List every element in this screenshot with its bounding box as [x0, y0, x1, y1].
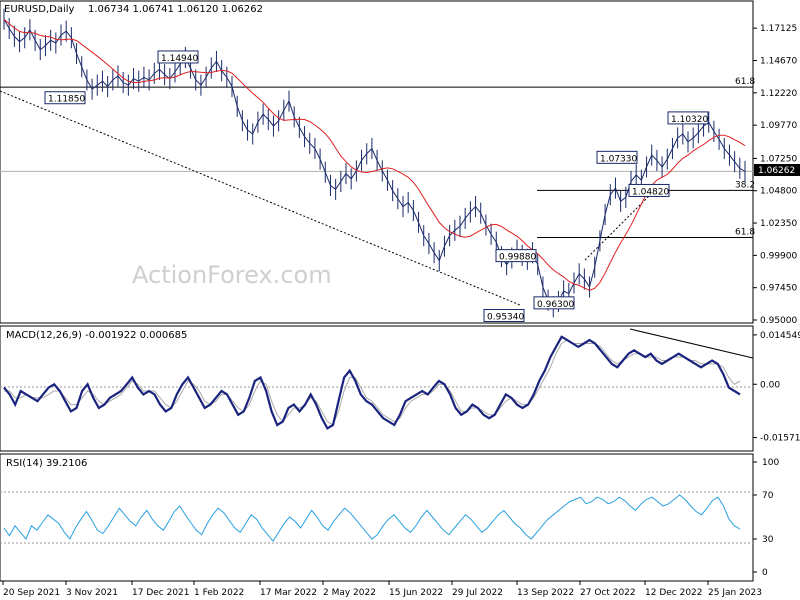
trendline-dotted [0, 90, 521, 306]
rsi-panel: RSI(14) 39.2106 [0, 453, 754, 582]
macd-panel: MACD(12,26,9) -0.001922 0.000685 [0, 325, 754, 452]
x-axis-label: 27 Oct 2022 [580, 588, 636, 598]
annotation-label: 1.14940 [161, 54, 198, 64]
x-axis-label: 29 Jul 2022 [452, 588, 503, 598]
x-axis-label: 13 Sep 2022 [517, 588, 574, 598]
x-axis-label: 17 Dec 2021 [132, 588, 190, 598]
rsi-axis-label: 0 [762, 568, 768, 578]
annotation-box [628, 183, 670, 197]
rsi-panel-frame [0, 453, 754, 582]
price-axis-label: 1.17125 [760, 24, 797, 34]
annotation-box [157, 50, 199, 64]
current-price-label: 1.06262 [758, 166, 795, 176]
annotation-label: 0.96300 [537, 300, 574, 310]
annotation-box [483, 309, 525, 323]
price-y-axis: 1.17125 1.14670 1.12220 1.09770 1.07250 1.048… [753, 24, 797, 326]
annotation-label: 1.11850 [48, 95, 85, 105]
price-axis-label: 1.12220 [760, 89, 797, 99]
x-axis-label: 17 Mar 2022 [260, 588, 317, 598]
ohlc-readout: 1.06734 1.06741 1.06120 1.06262 [88, 4, 263, 15]
price-axis-label: 1.04800 [760, 187, 797, 197]
x-axis-label: 12 Dec 2022 [645, 588, 703, 598]
macd-y-axis: 0.014549 0.00 -0.015712 [753, 331, 800, 444]
annotation-label: 1.07330 [600, 154, 637, 164]
macd-line [3, 335, 741, 430]
current-price-box [754, 164, 800, 176]
price-bar-ticks [3, 8, 746, 318]
rsi-title: RSI(14) 39.2106 [6, 458, 87, 469]
x-axis: 20 Sep 2021 3 Nov 2021 17 Dec 2021 1 Feb 20… [2, 581, 762, 598]
price-bars [3, 18, 746, 308]
macd-panel-frame [0, 325, 754, 452]
annotations: 1.14940 1.11850 1.10320 1.07330 1.04820 0.998… [44, 50, 709, 323]
rsi-axis-label: 100 [762, 458, 779, 468]
macd-axis-label: -0.015712 [760, 434, 800, 444]
macd-axis-label: 0.014549 [760, 331, 800, 341]
chart-title: EURUSD,Daily [4, 4, 75, 15]
moving-average-line [3, 18, 746, 291]
rsi-line [3, 494, 741, 543]
trendline-support [584, 194, 651, 261]
fib-level-label: 61.8 [735, 77, 755, 87]
rsi-axis-label: 30 [762, 535, 774, 545]
annotation-label: 1.04820 [632, 187, 669, 197]
price-axis-label: 1.09770 [760, 121, 797, 131]
price-axis-label: 0.97450 [760, 284, 797, 294]
annotation-box [667, 111, 709, 125]
price-axis-label: 0.99900 [760, 251, 797, 261]
price-axis-label: 1.07250 [760, 154, 797, 164]
annotation-box [44, 91, 86, 105]
annotation-label: 0.95340 [487, 313, 524, 323]
x-axis-label: 20 Sep 2021 [3, 588, 60, 598]
fib-level-label: 61.8 [735, 228, 755, 238]
annotation-label: 0.99880 [499, 253, 536, 263]
price-panel: ActionForex.com 61.8 38.2 61.8 1.14940 1.11… [0, 0, 755, 324]
annotation-label: 1.10320 [671, 115, 708, 125]
price-axis-label: 0.95000 [760, 316, 797, 326]
rsi-y-axis: 100 70 30 0 [753, 458, 779, 578]
x-axis-label: 15 Jun 2022 [389, 588, 443, 598]
x-axis-label: 2 May 2022 [323, 588, 376, 598]
annotation-box [495, 249, 537, 263]
annotation-box [596, 150, 638, 164]
annotation-box [533, 296, 575, 310]
price-axis-label: 1.14670 [760, 57, 797, 67]
macd-title: MACD(12,26,9) -0.001922 0.000685 [6, 330, 187, 341]
macd-divergence-line [629, 328, 754, 359]
rsi-axis-label: 70 [762, 491, 774, 501]
x-axis-label: 25 Jan 2023 [708, 588, 762, 598]
fib-level-label: 38.2 [735, 180, 755, 190]
macd-signal-line [4, 339, 741, 426]
x-axis-label: 1 Feb 2022 [194, 588, 244, 598]
watermark: ActionForex.com [132, 261, 332, 289]
price-panel-frame [0, 0, 754, 324]
x-axis-label: 3 Nov 2021 [66, 588, 118, 598]
price-axis-label: 1.02350 [760, 219, 797, 229]
macd-axis-label: 0.00 [760, 380, 780, 390]
